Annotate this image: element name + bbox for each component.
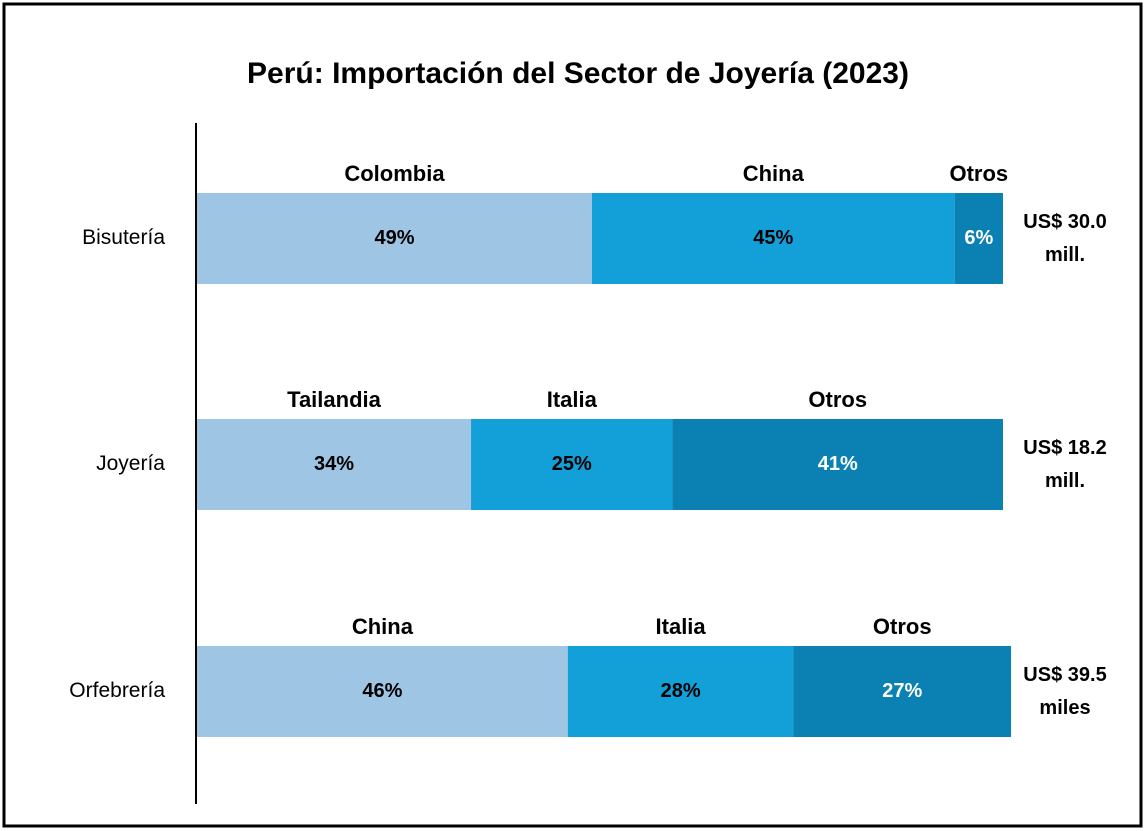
- segment-label: Otros: [949, 161, 1008, 186]
- value-label: 45%: [753, 227, 793, 249]
- value-label: 41%: [818, 453, 858, 475]
- segment-label: Otros: [808, 387, 867, 412]
- segment-label: Tailandia: [287, 387, 381, 412]
- value-label: 34%: [314, 453, 354, 475]
- value-label: 25%: [552, 453, 592, 475]
- value-label: 49%: [374, 227, 414, 249]
- bar-segment: [672, 419, 1003, 510]
- total-label: mill.: [1045, 244, 1085, 266]
- total-label: US$ 30.0: [1023, 211, 1106, 233]
- bar-segment: [567, 646, 794, 737]
- value-label: 6%: [964, 227, 993, 249]
- bar-segment: [793, 646, 1012, 737]
- category-label: Joyería: [96, 452, 165, 475]
- value-label: 27%: [882, 680, 922, 702]
- bar-segment: [197, 646, 568, 737]
- bar-segment: [591, 193, 955, 284]
- total-label: US$ 39.5: [1023, 664, 1106, 686]
- total-label: miles: [1039, 697, 1090, 719]
- category-label: Bisutería: [82, 226, 165, 249]
- value-label: 28%: [661, 680, 701, 702]
- bar-segment: [197, 193, 592, 284]
- bar-segment: [471, 419, 673, 510]
- segment-label: China: [352, 614, 414, 639]
- value-label: 46%: [362, 680, 402, 702]
- segment-label: Colombia: [344, 161, 445, 186]
- segment-label: China: [743, 161, 805, 186]
- bar-segment: [954, 193, 1003, 284]
- category-label: Orfebrería: [69, 679, 165, 702]
- segment-label: Italia: [547, 387, 598, 412]
- bar-segment: [197, 419, 472, 510]
- total-label: US$ 18.2: [1023, 437, 1106, 459]
- segment-label: Otros: [873, 614, 932, 639]
- chart-title: Perú: Importación del Sector de Joyería …: [247, 57, 909, 90]
- segment-label: Italia: [656, 614, 707, 639]
- total-label: mill.: [1045, 470, 1085, 492]
